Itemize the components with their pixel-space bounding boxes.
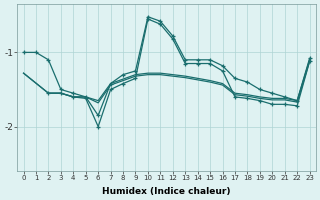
X-axis label: Humidex (Indice chaleur): Humidex (Indice chaleur) — [102, 187, 231, 196]
